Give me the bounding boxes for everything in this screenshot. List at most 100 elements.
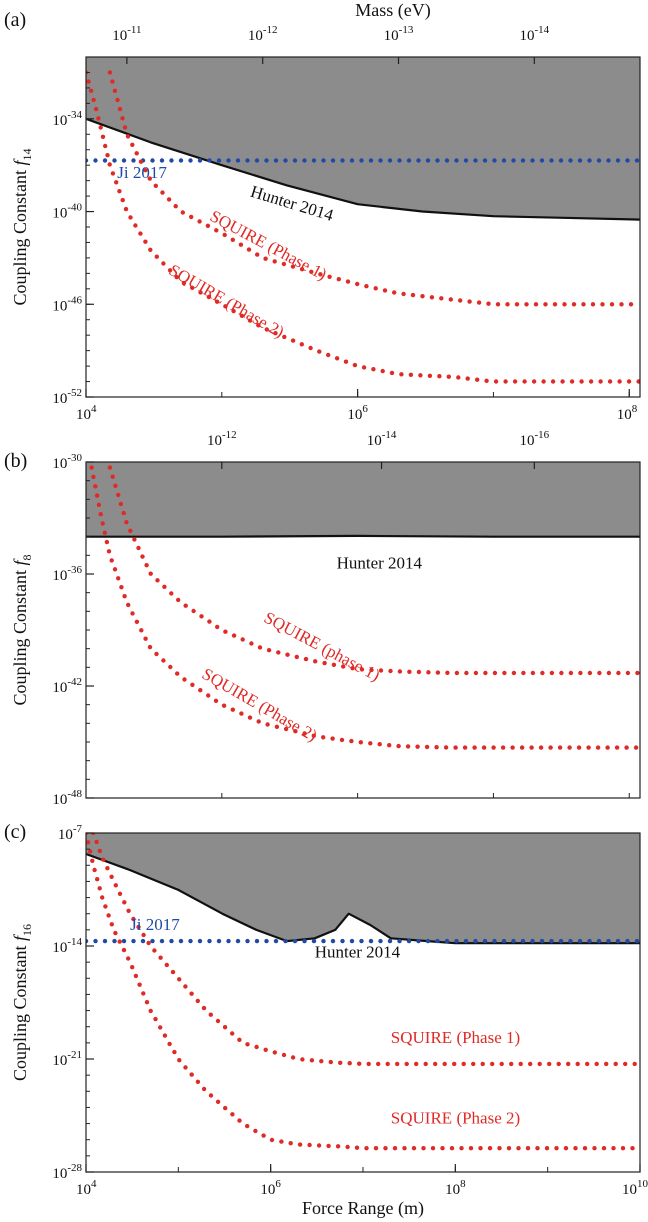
series-dot [201, 1005, 207, 1011]
series-dot [549, 158, 554, 163]
series-dot [235, 158, 241, 163]
series-dot [540, 670, 545, 676]
series-dot [206, 693, 211, 698]
series-dot [198, 290, 203, 295]
series-dot [110, 474, 115, 479]
series-dot [158, 955, 163, 960]
series-dot [160, 190, 165, 195]
series-dot [116, 576, 121, 581]
series-dot [120, 116, 125, 121]
series-dot [288, 1141, 293, 1146]
series-dot [215, 1099, 221, 1105]
series-dot [459, 1146, 464, 1151]
tick-exponent: -42 [67, 676, 82, 688]
series-dot [430, 1146, 436, 1151]
series-dot [237, 1037, 242, 1043]
series-dot [435, 670, 441, 675]
series-dot [559, 670, 564, 676]
series-dot [153, 1016, 158, 1022]
series-dot [380, 368, 385, 374]
series-dot [109, 922, 115, 927]
series-dot [94, 839, 99, 845]
series-dot [359, 938, 364, 944]
series-dot [454, 938, 459, 944]
series-dot [282, 334, 287, 340]
series-dot [237, 1118, 242, 1123]
series-annotation: SQUIRE (phase 1) [261, 608, 383, 685]
series-dot [143, 239, 148, 244]
series-dot [512, 379, 518, 384]
series-dot [226, 158, 231, 163]
x-tick-label: 1010 [622, 1178, 648, 1198]
y-tick-label: 10-36 [52, 564, 82, 584]
series-dot [322, 660, 327, 666]
series-dot [98, 125, 103, 130]
tick-base: 10 [519, 28, 534, 44]
series-dot [408, 372, 414, 377]
series-dot [117, 106, 123, 112]
series-dot [364, 1146, 369, 1151]
series-dot [376, 1061, 381, 1067]
series-dot [144, 563, 149, 568]
series-dot [410, 292, 416, 298]
series-dot [416, 669, 422, 675]
series-dot [434, 745, 439, 750]
tick-exponent: -30 [67, 452, 82, 464]
series-dot [387, 938, 393, 944]
series-dot [484, 378, 489, 383]
series-dot [176, 597, 181, 603]
series-dot [126, 956, 131, 961]
series-dot [93, 938, 98, 944]
y-axis-title-symbol: f [10, 933, 30, 941]
series-dot [349, 938, 355, 944]
series-dot [110, 171, 116, 176]
series-dot [500, 745, 506, 750]
series-dot [336, 277, 341, 282]
tick-base: 10 [519, 433, 534, 449]
series-dot [238, 242, 244, 247]
series-dot [107, 465, 113, 470]
series-dot [544, 1146, 550, 1151]
series-dot [492, 938, 497, 944]
series-dot [283, 938, 288, 944]
series-dot [452, 1061, 457, 1067]
panel-label: (b) [4, 450, 27, 472]
series-dot [117, 891, 123, 896]
series-dot [625, 670, 631, 676]
series-dot [222, 232, 227, 238]
series-dot [88, 88, 94, 94]
series-dot [240, 637, 245, 642]
series-dot [103, 143, 108, 149]
series-dot [198, 688, 203, 693]
series-dot [197, 219, 202, 224]
tick-base: 10 [617, 407, 632, 423]
series-dot [100, 895, 105, 900]
series-dot [402, 1146, 407, 1151]
series-dot [155, 578, 160, 583]
tick-base: 10 [248, 28, 263, 44]
series-dot [520, 938, 526, 944]
series-dot [272, 259, 277, 264]
series-dot [221, 703, 227, 708]
series-dot [216, 938, 222, 944]
series-dot [126, 908, 131, 913]
series-dot [395, 1061, 400, 1067]
tick-base: 10 [52, 391, 67, 407]
series-dot [454, 158, 459, 163]
series-dot [118, 501, 124, 507]
series-dot [533, 302, 539, 307]
series-dot [140, 938, 146, 944]
series-dot [141, 932, 146, 938]
y-axis-title-subscript: 8 [20, 554, 34, 560]
series-dot [318, 272, 323, 277]
series-dot [299, 342, 304, 347]
series-dot [471, 1061, 476, 1067]
series-dot [94, 493, 100, 498]
series-dot [343, 359, 349, 364]
series-dot [130, 142, 135, 147]
series-dot [530, 670, 536, 676]
series-dot [435, 938, 440, 944]
series-dot [290, 1055, 296, 1060]
series-dot [223, 1105, 228, 1111]
series-dot [596, 938, 602, 944]
